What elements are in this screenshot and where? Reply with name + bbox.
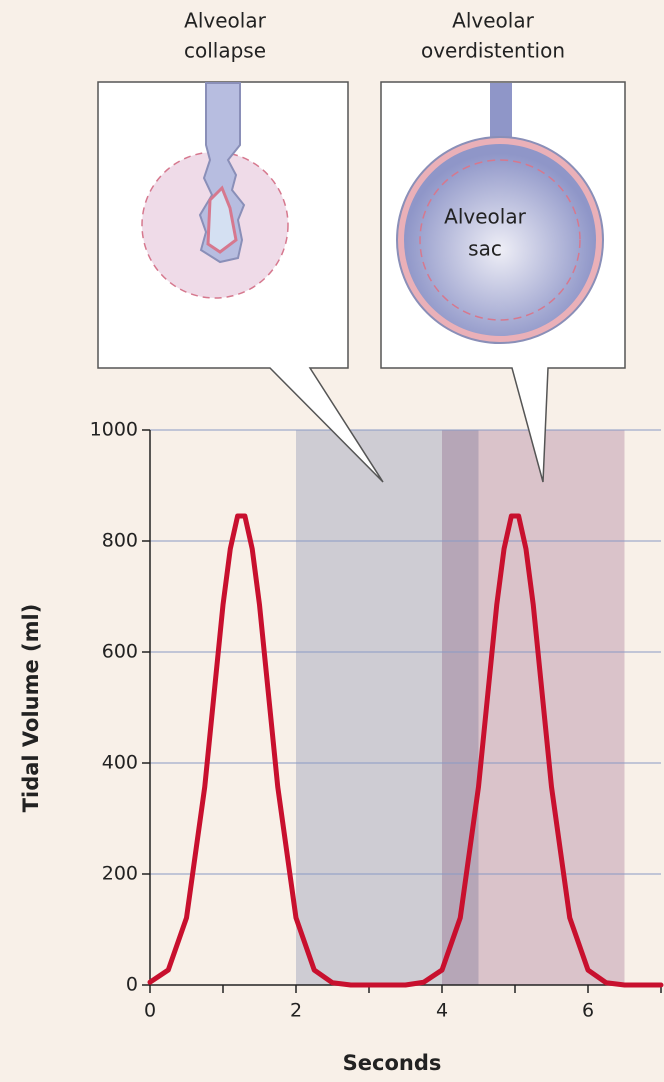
collapsed-sac — [206, 185, 238, 254]
x-tick-label: 0 — [144, 1000, 156, 1022]
callout-overdistention: Alveolar overdistention Alveolar sac — [380, 9, 626, 483]
callout-collapse: Alveolar collapse — [97, 9, 384, 483]
x-tick-label: 4 — [436, 1000, 448, 1022]
y-axis-title: Tidal Volume (ml) — [19, 604, 43, 813]
y-tick-label: 600 — [102, 641, 138, 663]
callout-label: collapse — [184, 39, 266, 63]
callout-label: overdistention — [421, 39, 565, 63]
regions — [296, 430, 625, 985]
sac-outline — [419, 159, 581, 321]
sac — [404, 144, 596, 336]
airway — [490, 83, 512, 143]
y-tick-label: 200 — [102, 863, 138, 885]
x-axis-title: Seconds — [343, 1051, 442, 1075]
callout-label: Alveolar — [452, 9, 534, 33]
shaded-region — [442, 430, 625, 985]
data-line — [147, 513, 664, 988]
callout-label: Alveolar — [184, 9, 266, 33]
y-tick-label: 1000 — [90, 419, 138, 441]
y-tick-label: 800 — [102, 530, 138, 552]
x-tick-label: 6 — [582, 1000, 594, 1022]
y-tick-label: 0 — [126, 974, 138, 996]
sac-label: Alveolar — [444, 205, 526, 229]
sac-label: sac — [468, 237, 502, 261]
plot: 0 200 400 600 800 1000 0 2 4 6 — [90, 419, 664, 1022]
grid — [150, 429, 661, 875]
x-tick-label: 2 — [290, 1000, 302, 1022]
y-tick-label: 400 — [102, 752, 138, 774]
